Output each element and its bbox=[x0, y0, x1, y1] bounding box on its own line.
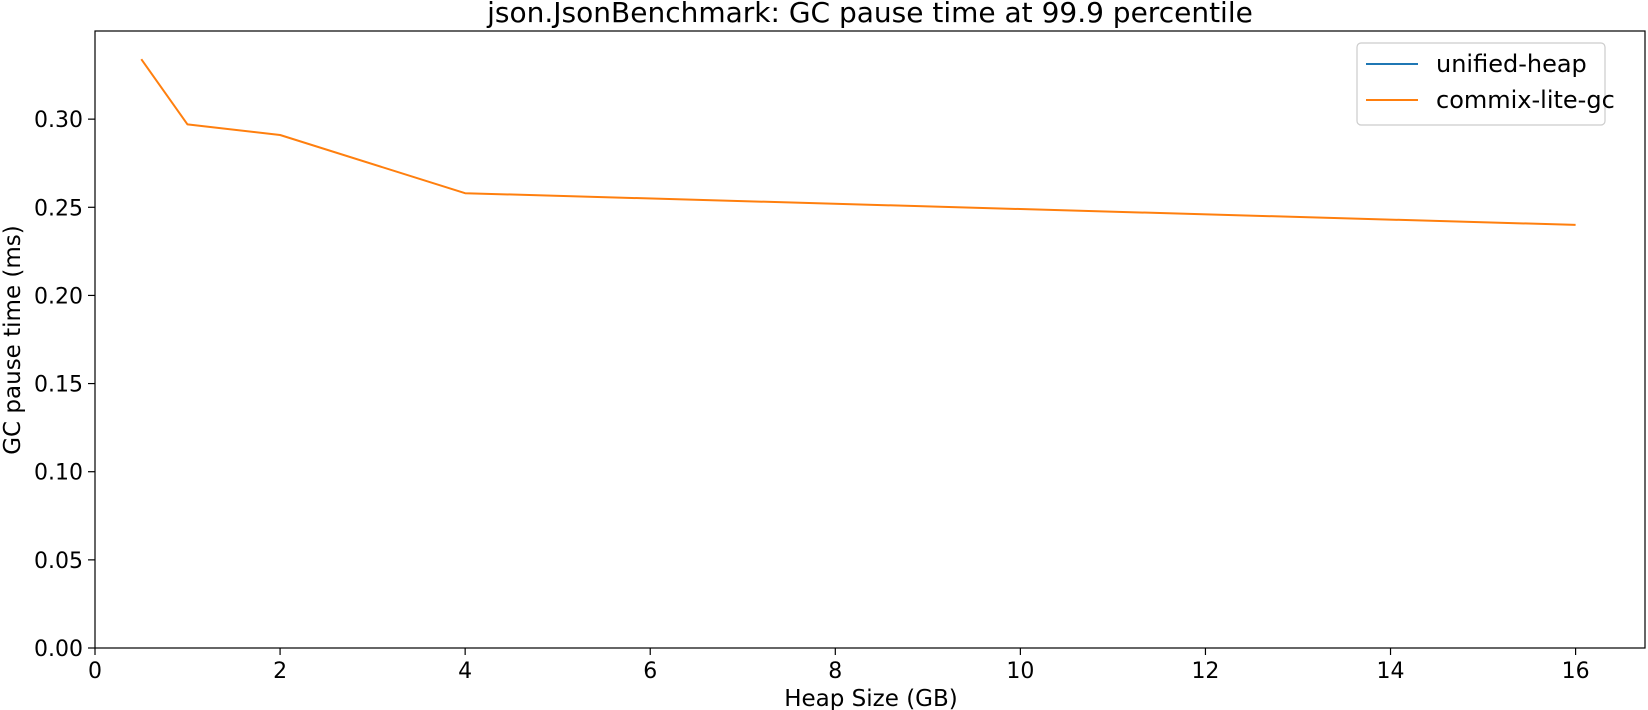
x-tick-label: 16 bbox=[1562, 659, 1590, 684]
legend-box bbox=[1356, 42, 1606, 126]
series-line-commix-lite-gc bbox=[140, 58, 1576, 226]
x-tick-label: 12 bbox=[1191, 659, 1219, 684]
legend-label-commix-lite-gc: commix-lite-gc bbox=[1436, 86, 1615, 114]
y-tick-label: 0.10 bbox=[34, 461, 83, 486]
y-axis: 0.00 0.05 0.10 0.15 0.20 0.25 0.30 bbox=[34, 108, 95, 662]
x-axis: 0 2 4 6 8 10 12 14 16 bbox=[88, 648, 1590, 684]
x-tick-label: 10 bbox=[1006, 659, 1034, 684]
legend-label-unified-heap: unified-heap bbox=[1436, 50, 1587, 78]
legend: unified-heap commix-lite-gc bbox=[1356, 42, 1615, 126]
y-tick-label: 0.30 bbox=[34, 108, 83, 133]
y-tick-label: 0.25 bbox=[34, 196, 83, 221]
x-axis-label: Heap Size (GB) bbox=[784, 686, 958, 710]
chart-title: json.JsonBenchmark: GC pause time at 99.… bbox=[486, 0, 1253, 29]
y-tick-label: 0.20 bbox=[34, 284, 83, 309]
x-tick-label: 6 bbox=[643, 659, 657, 684]
y-tick-label: 0.00 bbox=[34, 637, 83, 662]
y-tick-label: 0.15 bbox=[34, 373, 83, 398]
x-tick-label: 4 bbox=[458, 659, 472, 684]
plot-frame bbox=[94, 30, 1646, 649]
y-axis-label: GC pause time (ms) bbox=[0, 225, 26, 455]
plot-area bbox=[94, 30, 1646, 649]
y-tick-label: 0.05 bbox=[34, 549, 83, 574]
x-tick-label: 14 bbox=[1377, 659, 1405, 684]
x-tick-label: 0 bbox=[88, 659, 102, 684]
x-tick-label: 2 bbox=[273, 659, 287, 684]
x-tick-label: 8 bbox=[828, 659, 842, 684]
